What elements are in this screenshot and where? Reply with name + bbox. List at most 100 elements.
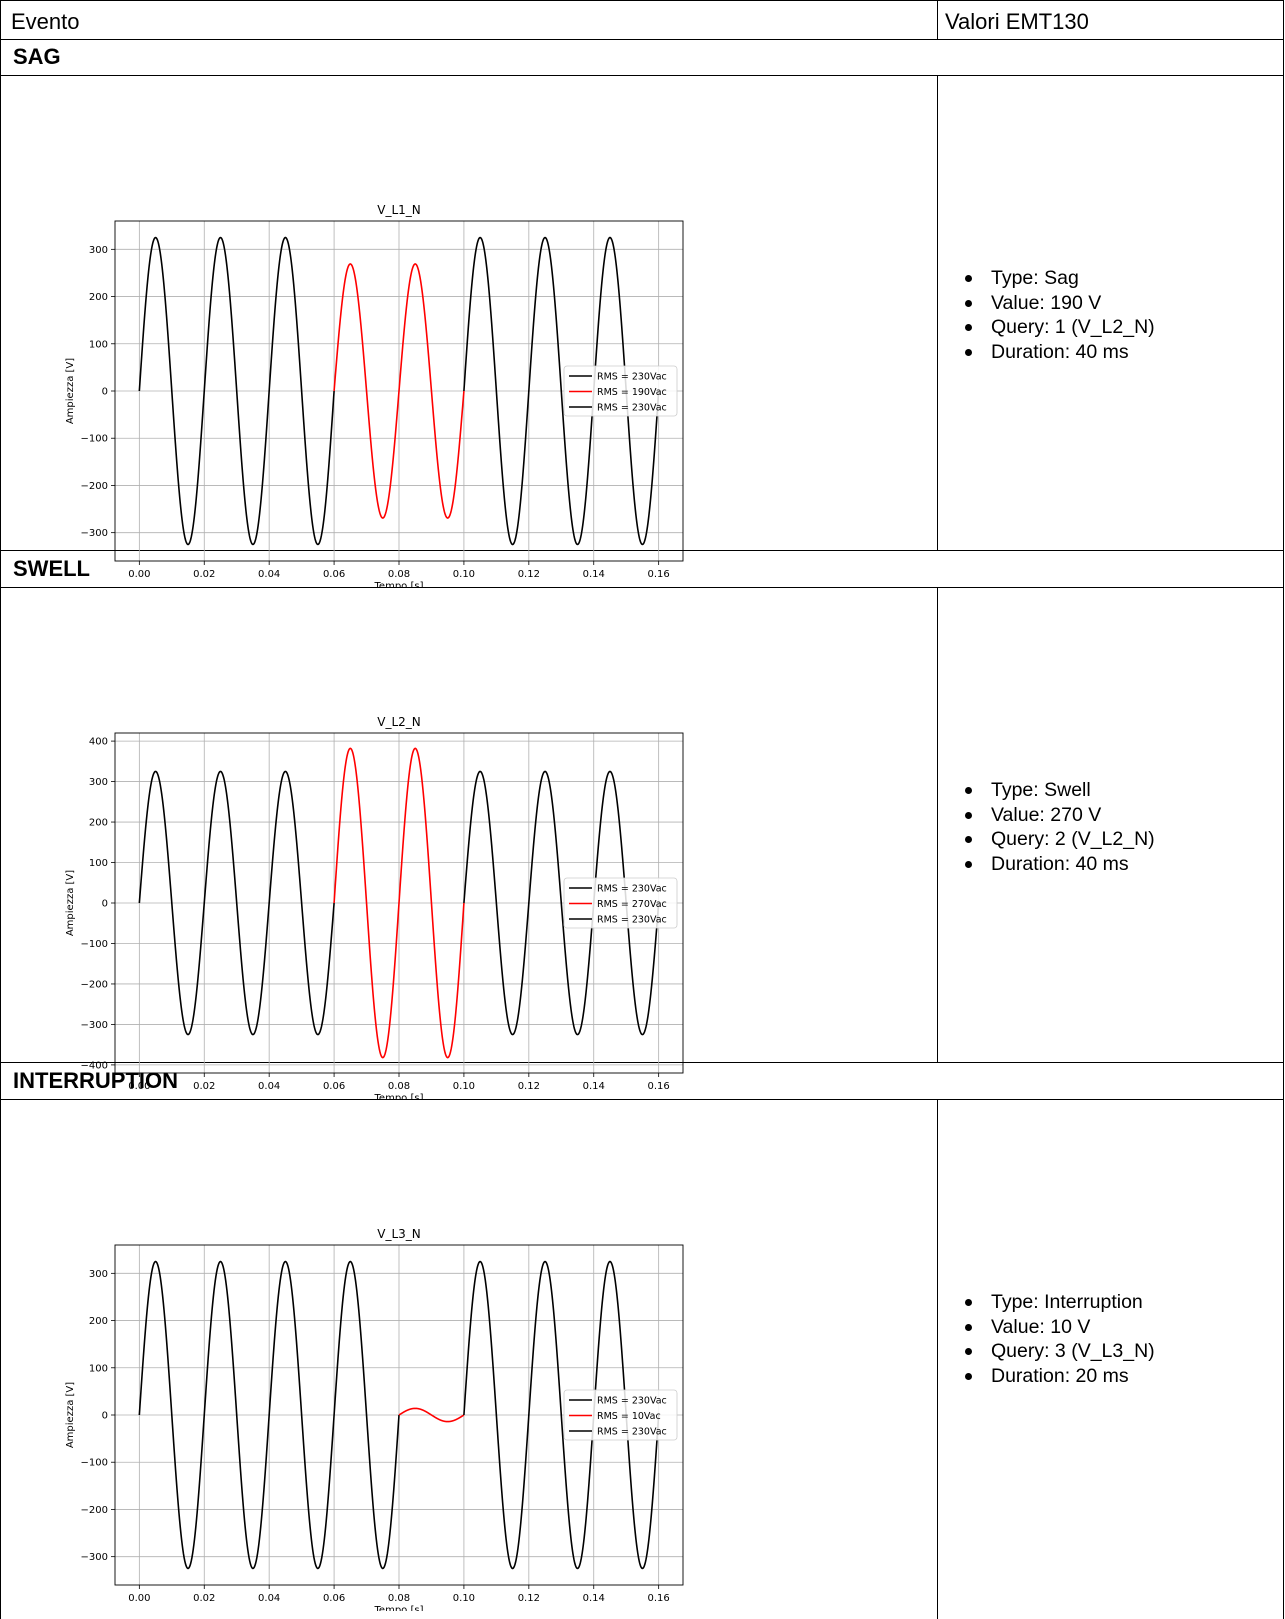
- legend: RMS = 230Vac RMS = 190Vac RMS = 230Vac: [563, 365, 678, 417]
- x-tick-label: 0.12: [518, 1081, 540, 1092]
- chart-swell: 0.00 0.02 0.04 0.06 0.08 0.10 0.12 0.14 0.16 400 3…: [65, 715, 684, 1099]
- legend-label: RMS = 230Vac: [597, 403, 667, 414]
- x-tick-label: 0.04: [258, 1081, 280, 1092]
- bullet-icon: [965, 811, 972, 819]
- info-item-query: Query: 3 (V_L3_N): [937, 1339, 1283, 1364]
- info-item-value: Value: 190 V: [937, 291, 1283, 316]
- x-tick-label: 0.08: [388, 1081, 410, 1092]
- x-tick-label: 0.14: [583, 1081, 605, 1092]
- x-tick-label: 0.02: [193, 1081, 215, 1092]
- x-tick-label: 0.02: [193, 1593, 215, 1604]
- info-query-text: Query: 1 (V_L2_N): [991, 316, 1155, 338]
- chart-cell-swell: 0.00 0.02 0.04 0.06 0.08 0.10 0.12 0.14 0.16 400 3…: [0, 587, 938, 1099]
- chart-title: V_L1_N: [377, 203, 421, 217]
- info-type-text: Type: Sag: [991, 267, 1079, 289]
- y-tick-label: −100: [81, 434, 108, 445]
- series-line-0: [138, 1260, 400, 1570]
- axes: 0.00 0.02 0.04 0.06 0.08 0.10 0.12 0.14 0.16 300 2…: [81, 1269, 670, 1604]
- bullet-icon: [965, 348, 972, 356]
- legend-label: RMS = 270Vac: [597, 899, 667, 910]
- info-cell-sag: Type: Sag Value: 190 V Query: 1 (V_L2_N)…: [937, 75, 1284, 551]
- legend-label: RMS = 230Vac: [597, 1396, 667, 1407]
- plot-frame: [114, 732, 684, 1074]
- info-duration-text: Duration: 20 ms: [991, 1364, 1129, 1387]
- info-item-query: Query: 1 (V_L2_N): [937, 315, 1283, 340]
- y-tick-label: −100: [81, 1458, 108, 1469]
- header-valori-label: Valori EMT130: [945, 9, 1089, 34]
- plot-frame: [114, 1244, 684, 1586]
- y-tick-label: 400: [89, 737, 108, 748]
- section-title-row-swell: SWELL: [0, 550, 1284, 588]
- x-tick-label: 0.14: [583, 569, 605, 580]
- info-value-text: Value: 190 V: [991, 291, 1102, 314]
- x-tick-label: 0.08: [388, 1593, 410, 1604]
- legend: RMS = 230Vac RMS = 270Vac RMS = 230Vac: [563, 877, 678, 929]
- y-tick-label: −200: [81, 1505, 108, 1516]
- x-axis-label: Tempo [s]: [374, 1093, 424, 1099]
- chart-cell-sag: 0.00 0.02 0.04 0.06 0.08 0.10 0.12 0.14 0.16 300 2…: [0, 75, 938, 587]
- x-tick-label: 0.16: [648, 1593, 670, 1604]
- x-axis-label: Tempo [s]: [374, 1605, 424, 1611]
- x-tick-label: 0.04: [258, 1593, 280, 1604]
- section-title-swell: SWELL: [13, 556, 90, 581]
- legend-box: [563, 1389, 678, 1441]
- chart-interruption: 0.00 0.02 0.04 0.06 0.08 0.10 0.12 0.14 0.16 300 2…: [65, 1227, 684, 1611]
- y-axis-label: Ampiezza [V]: [65, 870, 76, 936]
- info-item-value: Value: 270 V: [937, 803, 1283, 828]
- x-tick-label: 0.04: [258, 569, 280, 580]
- info-list-swell: Type: Swell Value: 270 V Query: 2 (V_L2_…: [937, 778, 1283, 876]
- info-value-text: Value: 10 V: [991, 1315, 1091, 1338]
- y-axis-label: Ampiezza [V]: [65, 358, 76, 424]
- series-line-0: [138, 236, 335, 546]
- chart-title: V_L3_N: [377, 1227, 421, 1241]
- info-item-duration: Duration: 40 ms: [937, 852, 1283, 877]
- y-tick-label: 200: [89, 292, 108, 303]
- legend-label: RMS = 230Vac: [597, 1427, 667, 1438]
- legend-label: RMS = 230Vac: [597, 372, 667, 383]
- section-title-sag: SAG: [13, 44, 61, 69]
- chart-title: V_L2_N: [377, 715, 421, 729]
- series-line-1: [333, 747, 465, 1059]
- bullet-icon: [965, 836, 972, 843]
- y-tick-label: 100: [89, 1363, 108, 1374]
- legend: RMS = 230Vac RMS = 10Vac RMS = 230Vac: [563, 1389, 678, 1441]
- y-tick-label: 0: [102, 899, 108, 910]
- info-value-text: Value: 270 V: [991, 803, 1102, 826]
- header-cell-evento: Evento: [0, 0, 938, 40]
- legend-box: [563, 877, 678, 929]
- header-evento-label: Evento: [11, 9, 80, 34]
- bullet-icon: [965, 299, 972, 307]
- x-tick-label: 0.10: [453, 1593, 475, 1604]
- section-title-row-sag: SAG: [0, 39, 1284, 76]
- info-query-text: Query: 2 (V_L2_N): [991, 828, 1155, 850]
- x-tick-label: 0.12: [518, 1593, 540, 1604]
- x-tick-label: 0.10: [453, 1081, 475, 1092]
- y-tick-label: 200: [89, 818, 108, 829]
- info-item-query: Query: 2 (V_L2_N): [937, 827, 1283, 852]
- info-cell-swell: Type: Swell Value: 270 V Query: 2 (V_L2_…: [937, 587, 1284, 1063]
- info-item-type: Type: Sag: [937, 266, 1283, 291]
- x-tick-label: 0.08: [388, 569, 410, 580]
- info-duration-text: Duration: 40 ms: [991, 340, 1129, 363]
- x-tick-label: 0.16: [648, 569, 670, 580]
- legend-label: RMS = 190Vac: [597, 387, 667, 398]
- x-tick-label: 0.06: [323, 1081, 345, 1092]
- bullet-icon: [965, 275, 972, 282]
- y-tick-label: −100: [81, 939, 108, 950]
- y-tick-label: −300: [81, 528, 108, 539]
- chart-cell-interruption: 0.00 0.02 0.04 0.06 0.08 0.10 0.12 0.14 0.16 300 2…: [0, 1099, 938, 1619]
- x-tick-label: 0.00: [128, 1593, 150, 1604]
- x-tick-label: 0.00: [128, 1081, 150, 1092]
- legend-label: RMS = 230Vac: [597, 915, 667, 926]
- y-tick-label: 300: [89, 245, 108, 256]
- series-line-1: [398, 1407, 465, 1423]
- bullet-icon: [965, 1348, 972, 1355]
- y-tick-label: −200: [81, 481, 108, 492]
- info-item-duration: Duration: 20 ms: [937, 1364, 1283, 1389]
- x-tick-label: 0.02: [193, 569, 215, 580]
- y-tick-label: 300: [89, 777, 108, 788]
- info-list-interruption: Type: Interruption Value: 10 V Query: 3 …: [937, 1290, 1283, 1388]
- y-tick-label: −300: [81, 1020, 108, 1031]
- info-type-text: Type: Swell: [991, 779, 1091, 801]
